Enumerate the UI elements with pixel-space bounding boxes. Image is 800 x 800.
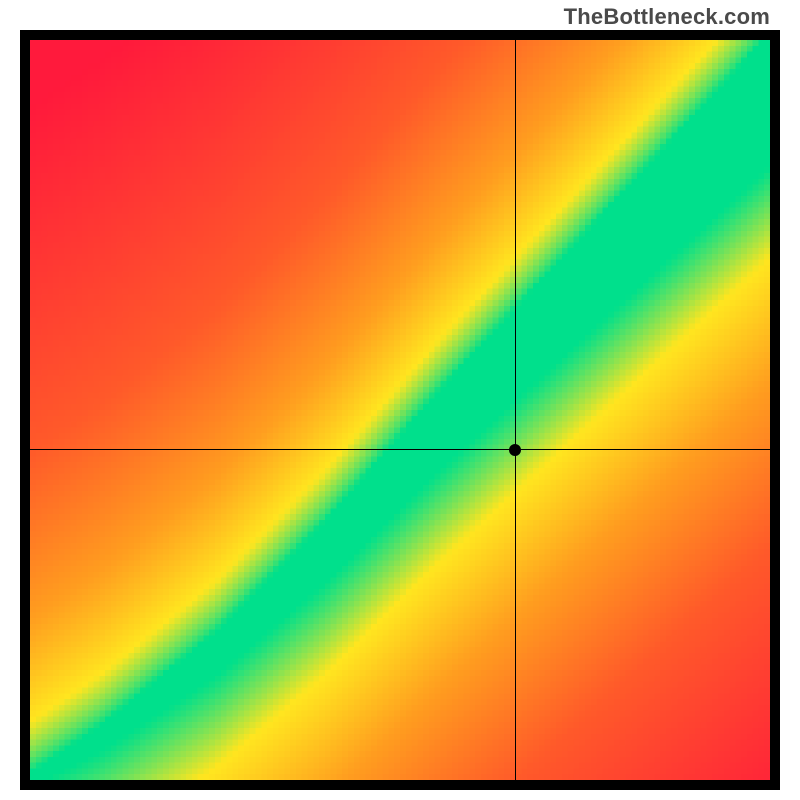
crosshair-vertical [515,40,516,780]
watermark-text: TheBottleneck.com [564,4,770,30]
chart-frame [20,30,780,790]
bottleneck-heatmap [30,40,770,780]
crosshair-horizontal [30,449,770,450]
